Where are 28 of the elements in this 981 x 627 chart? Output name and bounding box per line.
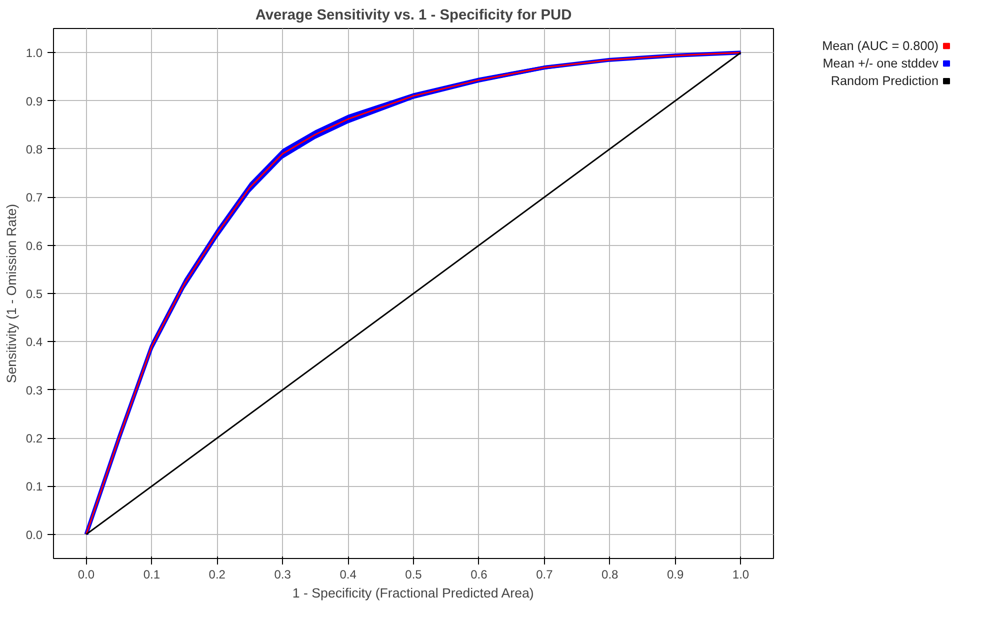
- x-tick-label: 0.6: [470, 568, 488, 582]
- legend-label: Mean (AUC = 0.800): [822, 39, 938, 54]
- y-tick-label: 0.8: [26, 142, 43, 156]
- y-tick-label: 0.3: [26, 383, 43, 398]
- y-tick-label: 0.4: [26, 335, 43, 350]
- y-axis-title: Sensitivity (1 - Omission Rate): [4, 204, 19, 384]
- x-axis-title: 1 - Specificity (Fractional Predicted Area): [292, 586, 534, 600]
- y-tick-label: 0.7: [26, 190, 43, 205]
- x-tick-label: 0.3: [274, 568, 292, 582]
- chart-title: Average Sensitivity vs. 1 - Specificity for PUD: [255, 8, 572, 24]
- x-tick-label: 0.2: [208, 568, 226, 582]
- x-tick-label: 0.1: [143, 568, 160, 582]
- x-tick-label: 0.4: [340, 568, 357, 582]
- y-tick-label: 1.0: [26, 46, 43, 60]
- x-tick-label: 0.0: [78, 568, 95, 582]
- x-tick-label: 0.5: [405, 568, 422, 582]
- legend-label: Mean +/- one stddev: [822, 56, 940, 71]
- y-tick-label: 0.1: [26, 480, 43, 494]
- x-tick-label: 0.8: [602, 568, 619, 582]
- y-tick-label: 0.6: [26, 238, 43, 253]
- y-tick-label: 0.2: [26, 432, 43, 446]
- y-tick-label: 0.0: [26, 528, 43, 542]
- y-tick-label: 0.5: [26, 287, 43, 301]
- y-tick-label: 0.9: [26, 94, 43, 108]
- x-tick-label: 0.7: [536, 568, 554, 582]
- legend-label: Random Prediction: [830, 74, 939, 88]
- x-tick-label: 0.9: [666, 568, 684, 582]
- x-tick-label: 1.0: [732, 568, 750, 582]
